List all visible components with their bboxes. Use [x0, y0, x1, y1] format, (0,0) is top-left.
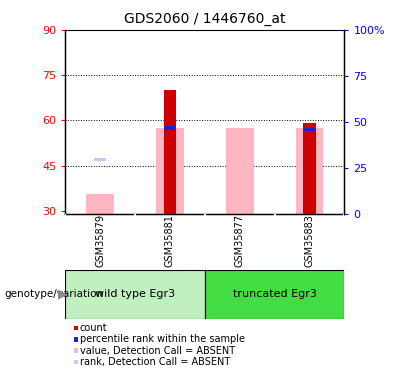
Bar	[164, 126, 176, 130]
Text: value, Detection Call = ABSENT: value, Detection Call = ABSENT	[79, 346, 235, 355]
Text: percentile rank within the sample: percentile rank within the sample	[79, 334, 244, 344]
Text: GSM35883: GSM35883	[304, 214, 315, 267]
Bar	[94, 158, 105, 161]
Bar	[94, 158, 105, 161]
Bar	[156, 128, 184, 214]
Bar	[205, 270, 344, 319]
Title: GDS2060 / 1446760_at: GDS2060 / 1446760_at	[124, 12, 286, 26]
Text: GSM35877: GSM35877	[235, 214, 245, 267]
Text: GSM35881: GSM35881	[165, 214, 175, 267]
Text: GSM35879: GSM35879	[95, 214, 105, 267]
Text: truncated Egr3: truncated Egr3	[233, 290, 317, 299]
Text: rank, Detection Call = ABSENT: rank, Detection Call = ABSENT	[79, 357, 230, 367]
Bar	[303, 123, 316, 214]
Bar	[163, 90, 176, 214]
Bar	[65, 270, 205, 319]
Text: ▶: ▶	[58, 288, 68, 301]
Bar	[226, 128, 254, 214]
Text: genotype/variation: genotype/variation	[4, 290, 103, 299]
Bar	[296, 128, 323, 214]
Text: wild type Egr3: wild type Egr3	[95, 290, 175, 299]
Text: count: count	[79, 323, 107, 333]
Bar	[86, 194, 114, 214]
Bar	[304, 128, 315, 131]
